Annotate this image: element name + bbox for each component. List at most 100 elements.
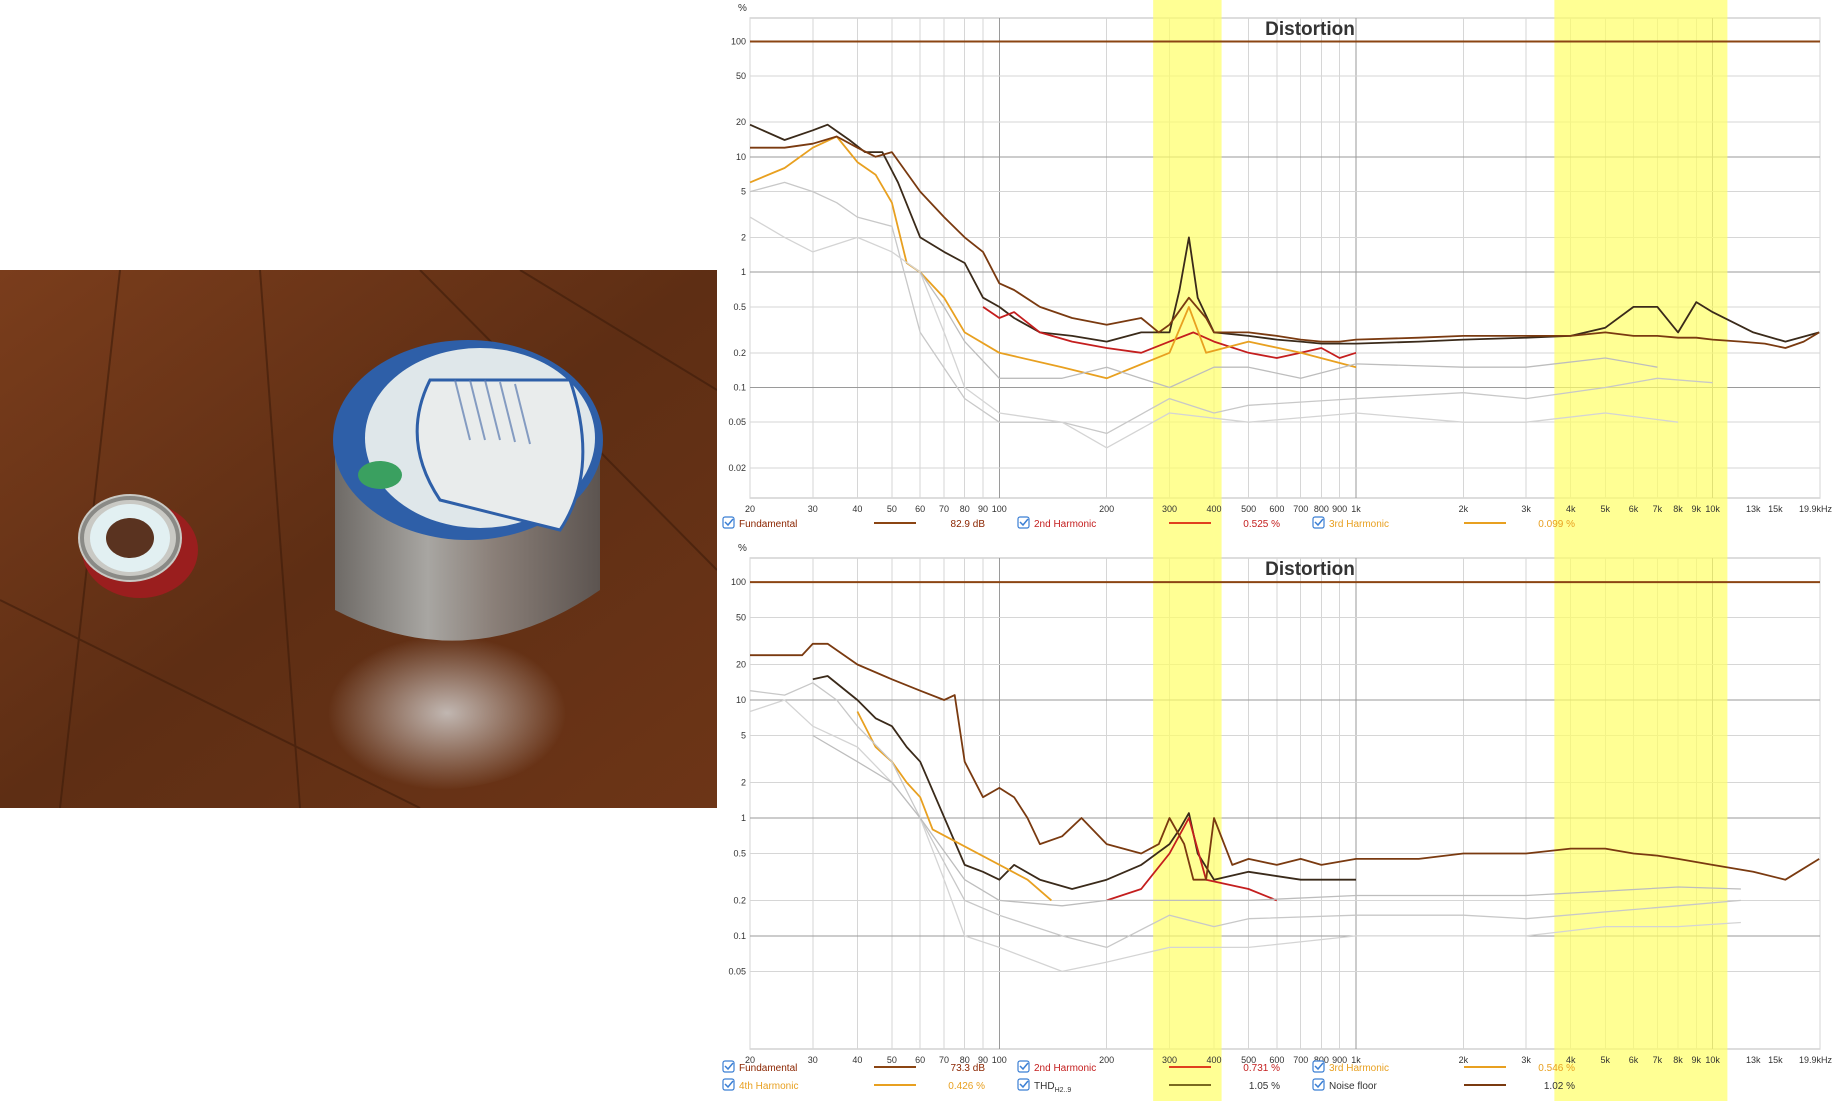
legend-checkbox[interactable] — [1017, 1078, 1030, 1091]
x-tick-label: 70 — [939, 1055, 949, 1065]
legend-label: 2nd Harmonic — [1034, 519, 1096, 530]
series-third-harmonic — [856, 711, 1052, 902]
series-second-harmonic — [982, 306, 1357, 359]
y-tick-label: 100 — [731, 577, 746, 587]
legend-checkbox[interactable] — [1312, 516, 1325, 529]
x-tick-label: 10k — [1705, 504, 1720, 514]
highlight-band-2 — [1554, 0, 1728, 540]
x-tick-label: 2k — [1459, 504, 1469, 514]
x-tick-label: 100 — [992, 504, 1007, 514]
legend-checkbox[interactable] — [722, 516, 735, 529]
y-unit-label: % — [738, 543, 747, 554]
series-thd — [812, 675, 1356, 890]
x-tick-label: 9k — [1692, 504, 1702, 514]
x-tick-label: 800 — [1314, 1055, 1329, 1065]
legend-checkbox[interactable] — [1312, 1060, 1325, 1073]
x-tick-label: 20 — [745, 1055, 755, 1065]
legend-label: THDH2..9 — [1034, 1081, 1071, 1094]
legend-item[interactable]: Noise floor 1.02 % — [1312, 1078, 1575, 1092]
y-tick-label: 5 — [741, 187, 746, 197]
x-tick-label: 30 — [808, 504, 818, 514]
y-tick-label: 1 — [741, 267, 746, 277]
series-grey-b — [749, 699, 1741, 973]
x-tick-label: 600 — [1269, 504, 1284, 514]
legend-checkbox[interactable] — [722, 1078, 735, 1091]
series-grey-c — [919, 271, 1658, 389]
y-tick-label: 20 — [736, 117, 746, 127]
legend-item[interactable]: Fundamental 73.3 dB — [722, 1060, 985, 1074]
x-tick-label: 8k — [1673, 504, 1683, 514]
x-tick-label: 13k — [1746, 1055, 1761, 1065]
legend-label: 4th Harmonic — [739, 1081, 798, 1092]
series-grey-a — [749, 682, 1741, 949]
x-tick-label: 50 — [887, 1055, 897, 1065]
x-tick-label: 10k — [1705, 1055, 1720, 1065]
x-tick-label: 13k — [1746, 504, 1761, 514]
check-icon — [1314, 1062, 1324, 1071]
x-tick-label: 5k — [1601, 504, 1611, 514]
series-grey-c — [812, 734, 1741, 907]
legend-value: 82.9 dB — [951, 519, 986, 530]
y-tick-label: 1 — [741, 813, 746, 823]
charts-panel: Distortion% 100 50 20 10 5 2 1 0.5 0.2 0.1 0.05 0.02… — [722, 0, 1833, 1101]
y-tick-label: 0.02 — [728, 463, 746, 473]
chart-title: Distortion — [1265, 559, 1355, 580]
y-tick-label: 0.05 — [728, 966, 746, 976]
product-photo — [0, 270, 717, 808]
legend-value: 0.731 % — [1243, 1063, 1280, 1074]
x-tick-label: 30 — [808, 1055, 818, 1065]
x-tick-label: 19.9kHz — [1799, 504, 1833, 514]
x-tick-label: 15k — [1768, 1055, 1783, 1065]
small-tape-roll — [78, 494, 198, 598]
check-icon — [1019, 1080, 1029, 1089]
series-noise-floor — [750, 642, 1820, 881]
legend-item[interactable]: THDH2..9 1.05 % — [1017, 1078, 1280, 1094]
x-tick-label: 800 — [1314, 504, 1329, 514]
x-tick-label: 80 — [960, 1055, 970, 1065]
x-tick-label: 600 — [1269, 1055, 1284, 1065]
legend-value: 1.05 % — [1249, 1081, 1280, 1092]
legend-checkbox[interactable] — [1017, 1060, 1030, 1073]
x-tick-label: 5k — [1601, 1055, 1611, 1065]
legend-label-subscript: H2..9 — [1055, 1087, 1072, 1094]
legend-checkbox[interactable] — [1017, 516, 1030, 529]
y-tick-label: 50 — [736, 71, 746, 81]
x-tick-label: 3k — [1521, 504, 1531, 514]
y-tick-label: 0.2 — [733, 348, 746, 358]
series-third-harmonic — [749, 135, 1357, 380]
x-tick-label: 200 — [1099, 1055, 1114, 1065]
legend-value: 0.546 % — [1538, 1063, 1575, 1074]
x-tick-label: 90 — [978, 504, 988, 514]
legend-label: Fundamental — [739, 519, 797, 530]
legend-item[interactable]: Fundamental 82.9 dB — [722, 516, 986, 530]
x-tick-label: 20 — [745, 504, 755, 514]
series-thd — [749, 123, 1820, 345]
legend-value: 0.525 % — [1243, 519, 1280, 530]
legend-item[interactable]: 4th Harmonic 0.426 % — [722, 1078, 985, 1092]
legend-item[interactable]: 3rd Harmonic 0.546 % — [1312, 1060, 1575, 1074]
x-tick-label: 9k — [1692, 1055, 1702, 1065]
highlight-band-1 — [1153, 0, 1222, 540]
series-grey-b — [749, 216, 1679, 449]
x-tick-label: 4k — [1566, 504, 1576, 514]
x-tick-label: 6k — [1629, 1055, 1639, 1065]
x-tick-label: 50 — [887, 504, 897, 514]
check-icon — [1019, 518, 1029, 527]
x-tick-label: 300 — [1162, 504, 1177, 514]
y-tick-label: 0.1 — [733, 382, 746, 392]
x-tick-label: 100 — [992, 1055, 1007, 1065]
legend-checkbox[interactable] — [722, 1060, 735, 1073]
legend-checkbox[interactable] — [1312, 1078, 1325, 1091]
legend-label: 2nd Harmonic — [1034, 1063, 1096, 1074]
legend-item[interactable]: 2nd Harmonic 0.731 % — [1017, 1060, 1280, 1074]
x-tick-label: 90 — [978, 1055, 988, 1065]
legend-item[interactable]: 3rd Harmonic 0.099 % — [1312, 516, 1575, 530]
legend-value: 0.099 % — [1538, 519, 1575, 530]
x-tick-label: 400 — [1207, 1055, 1222, 1065]
legend-label: Noise floor — [1329, 1081, 1377, 1092]
x-tick-label: 7k — [1653, 1055, 1663, 1065]
large-tape-roll — [333, 340, 603, 641]
y-tick-label: 10 — [736, 152, 746, 162]
legend-item[interactable]: 2nd Harmonic 0.525 % — [1017, 516, 1280, 530]
x-tick-label: 40 — [852, 504, 862, 514]
